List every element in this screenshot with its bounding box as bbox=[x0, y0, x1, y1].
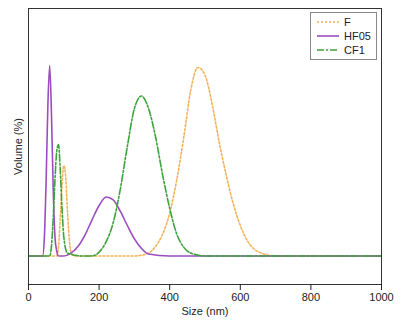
html-text:HF05: HF05 bbox=[344, 30, 371, 42]
svg-text:Size (nm): Size (nm) bbox=[181, 305, 228, 317]
svg-text:1000: 1000 bbox=[369, 291, 393, 303]
svg-text:400: 400 bbox=[161, 291, 179, 303]
svg-text:200: 200 bbox=[90, 291, 108, 303]
svg-text:Volume (%): Volume (%) bbox=[12, 118, 24, 175]
svg-text:600: 600 bbox=[231, 291, 249, 303]
svg-text:800: 800 bbox=[302, 291, 320, 303]
svg-text:0: 0 bbox=[25, 291, 31, 303]
html-text:F: F bbox=[344, 16, 351, 28]
html-text:CF1: CF1 bbox=[344, 44, 365, 56]
